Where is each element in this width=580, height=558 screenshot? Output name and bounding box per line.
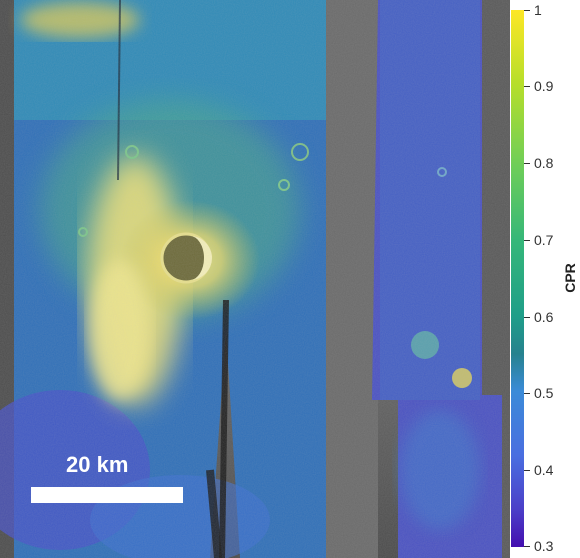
colorbar-tick (524, 240, 530, 241)
colorbar-tick (524, 317, 530, 318)
colorbar-tick-label: 0.3 (534, 538, 554, 554)
colorbar-tick (524, 546, 530, 547)
colorbar-title: CPR (562, 263, 578, 293)
colorbar-tick (524, 86, 530, 87)
scale-bar (31, 487, 183, 503)
colorbar-tick-label: 0.6 (534, 309, 554, 325)
colorbar-tick-label: 0.8 (534, 155, 554, 171)
colorbar-tick-label: 0.7 (534, 232, 554, 248)
colorbar-tick-label: 0.4 (534, 462, 554, 478)
colorbar-tick-label: 1 (534, 2, 542, 18)
colorbar (511, 10, 524, 547)
colorbar-tick-label: 0.5 (534, 385, 554, 401)
scale-bar-label: 20 km (66, 452, 129, 477)
colorbar-tick (524, 163, 530, 164)
cpr-radar-map (0, 0, 510, 558)
colorbar-tick (524, 470, 530, 471)
colorbar-tick (524, 393, 530, 394)
colorbar-tick-label: 0.9 (534, 78, 554, 94)
colorbar-tick (524, 10, 530, 11)
